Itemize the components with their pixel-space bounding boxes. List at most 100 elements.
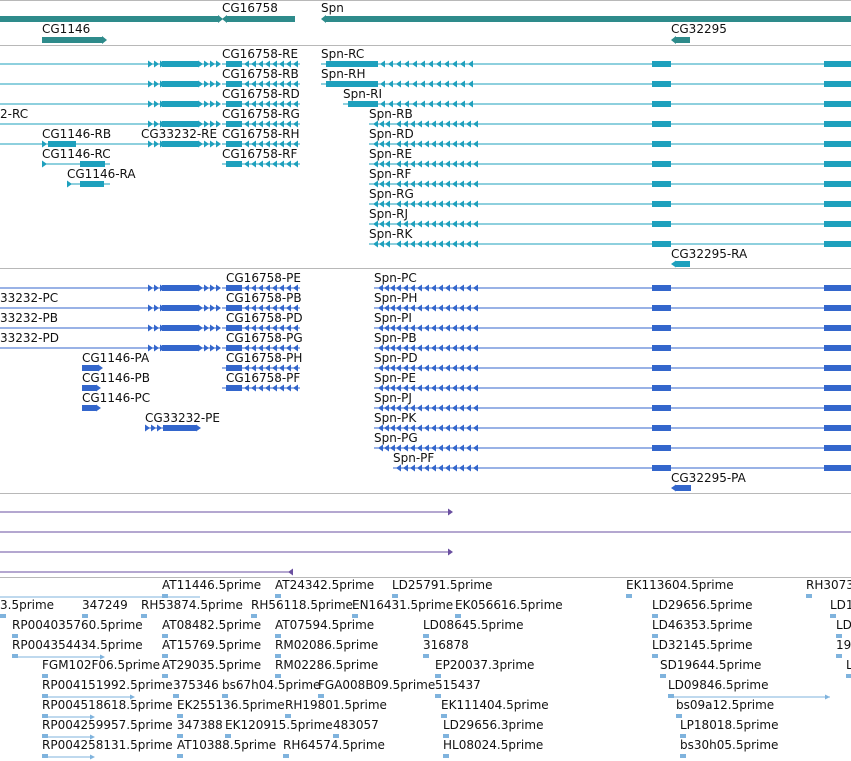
feature-label[interactable]: 33232-PB — [0, 311, 58, 325]
est-label[interactable]: RP004151992.5prime — [42, 678, 173, 692]
feature-label[interactable]: Spn-PC — [374, 271, 417, 285]
est-label[interactable]: RH3073 — [806, 578, 851, 592]
est-label[interactable]: AT29035.5prime — [162, 658, 262, 672]
est-label[interactable]: LD25791.5prime — [392, 578, 493, 592]
feature-label[interactable]: CG16758-RD — [222, 87, 300, 101]
gene-label[interactable]: CG1146 — [42, 22, 91, 36]
feature-label[interactable]: Spn-PK — [374, 411, 417, 425]
feature-label[interactable]: Spn-PF — [393, 451, 435, 465]
est-label[interactable]: EK111404.5prime — [441, 698, 549, 712]
est-label[interactable]: bs67h04.5prime — [222, 678, 321, 692]
feature-label[interactable]: CG1146-RC — [42, 147, 111, 161]
feature-label[interactable]: Spn-RG — [369, 187, 414, 201]
feature-label[interactable]: CG16758-RH — [222, 127, 300, 141]
est-label[interactable]: RM02086.5prime — [275, 638, 379, 652]
gene-label[interactable]: Spn — [321, 1, 344, 15]
est-label[interactable]: EK255136.5prime — [177, 698, 285, 712]
est-label[interactable]: 375346 — [173, 678, 219, 692]
feature-label[interactable]: Spn-RI — [343, 87, 383, 101]
est-label[interactable]: LD32145.5prime — [652, 638, 753, 652]
feature-label[interactable]: Spn-PE — [374, 371, 416, 385]
feature-label[interactable]: CG32295-RA — [671, 247, 748, 261]
est-label[interactable]: RP004259957.5prime — [42, 718, 173, 732]
feature-label[interactable]: Spn-PB — [374, 331, 417, 345]
est-label[interactable]: HL08024.5prime — [443, 738, 544, 752]
feature-label[interactable]: Spn-PI — [374, 311, 412, 325]
feature-label[interactable]: CG16758-PF — [226, 371, 301, 385]
feature-label[interactable]: Spn-PJ — [374, 391, 412, 405]
feature-label[interactable]: CG33232-RE — [141, 127, 218, 141]
feature-label[interactable]: Spn-RK — [369, 227, 413, 241]
est-label[interactable]: 19 — [836, 638, 851, 652]
est-label[interactable]: LD29656.3prime — [443, 718, 544, 732]
est-label[interactable]: LD46353.5prime — [652, 618, 753, 632]
est-label[interactable]: AT24342.5prime — [275, 578, 375, 592]
feature-label[interactable]: Spn-RC — [321, 47, 365, 61]
feature-label[interactable]: CG16758-RF — [222, 147, 298, 161]
est-label[interactable]: LD29656.5prime — [652, 598, 753, 612]
feature-label[interactable]: Spn-RJ — [369, 207, 409, 221]
est-label[interactable]: AT07594.5prime — [275, 618, 375, 632]
est-label[interactable]: RH53874.5prime — [141, 598, 243, 612]
feature-label[interactable]: CG1146-PA — [82, 351, 150, 365]
feature-label[interactable]: Spn-RD — [369, 127, 414, 141]
est-label[interactable]: RP004354434.5prime — [12, 638, 143, 652]
feature-label[interactable]: CG16758-PH — [226, 351, 303, 365]
feature-label[interactable]: CG1146-PC — [82, 391, 151, 405]
est-label[interactable]: AT11446.5prime — [162, 578, 262, 592]
est-label[interactable]: AT15769.5prime — [162, 638, 262, 652]
est-label[interactable]: RH56118.5prime — [251, 598, 353, 612]
feature-label[interactable]: CG16758-RE — [222, 47, 299, 61]
feature-label[interactable]: CG16758-RG — [222, 107, 300, 121]
gene-label[interactable]: CG32295 — [671, 22, 727, 36]
est-label[interactable]: AT08482.5prime — [162, 618, 262, 632]
feature-label[interactable]: CG32295-PA — [671, 471, 746, 485]
est-label[interactable]: L — [846, 658, 851, 672]
feature-label[interactable]: Spn-RH — [321, 67, 366, 81]
est-label[interactable]: 347249 — [82, 598, 128, 612]
est-label[interactable]: LD09846.5prime — [668, 678, 769, 692]
feature-label[interactable]: Spn-PG — [374, 431, 418, 445]
feature-label[interactable]: CG16758-PG — [226, 331, 303, 345]
est-label[interactable]: 483057 — [333, 718, 379, 732]
feature-label[interactable]: Spn-RB — [369, 107, 413, 121]
feature-label[interactable]: CG33232-PE — [145, 411, 220, 425]
est-label[interactable]: LD — [836, 618, 851, 632]
est-label[interactable]: SD19644.5prime — [660, 658, 762, 672]
est-label[interactable]: FGM102F06.5prime — [42, 658, 161, 672]
est-label[interactable]: AT10388.5prime — [177, 738, 277, 752]
est-label[interactable]: LD08645.5prime — [423, 618, 524, 632]
est-label[interactable]: RP004035760.5prime — [12, 618, 143, 632]
est-label[interactable]: 3.5prime — [0, 598, 55, 612]
est-label[interactable]: EK113604.5prime — [626, 578, 734, 592]
est-label[interactable]: RH64574.5prime — [283, 738, 385, 752]
feature-label[interactable]: CG16758-PB — [226, 291, 302, 305]
est-label[interactable]: RH19801.5prime — [285, 698, 387, 712]
est-label[interactable]: EK056616.5prime — [455, 598, 563, 612]
feature-label[interactable]: CG1146-PB — [82, 371, 151, 385]
feature-label[interactable]: Spn-RF — [369, 167, 412, 181]
feature-label[interactable]: Spn-PH — [374, 291, 418, 305]
est-label[interactable]: EN16431.5prime — [352, 598, 454, 612]
est-label[interactable]: 515437 — [435, 678, 481, 692]
feature-label[interactable]: 33232-PC — [0, 291, 59, 305]
est-label[interactable]: LP18018.5prime — [680, 718, 779, 732]
feature-label[interactable]: 2-RC — [0, 107, 29, 121]
est-label[interactable]: bs30h05.5prime — [680, 738, 779, 752]
est-label[interactable]: EK120915.5prime — [225, 718, 333, 732]
feature-label[interactable]: Spn-PD — [374, 351, 418, 365]
feature-label[interactable]: CG16758-RB — [222, 67, 299, 81]
est-label[interactable]: EP20037.3prime — [435, 658, 535, 672]
est-label[interactable]: LD1 — [830, 598, 851, 612]
feature-label[interactable]: CG1146-RB — [42, 127, 112, 141]
est-label[interactable]: FGA008B09.5prime — [318, 678, 436, 692]
est-label[interactable]: RP004258131.5prime — [42, 738, 173, 752]
feature-label[interactable]: CG1146-RA — [67, 167, 136, 181]
feature-label[interactable]: CG16758-PD — [226, 311, 303, 325]
est-label[interactable]: RP004518618.5prime — [42, 698, 173, 712]
feature-label[interactable]: 33232-PD — [0, 331, 59, 345]
est-label[interactable]: 316878 — [423, 638, 469, 652]
est-label[interactable]: 347388 — [177, 718, 223, 732]
feature-label[interactable]: Spn-RE — [369, 147, 413, 161]
feature-label[interactable]: CG16758-PE — [226, 271, 301, 285]
